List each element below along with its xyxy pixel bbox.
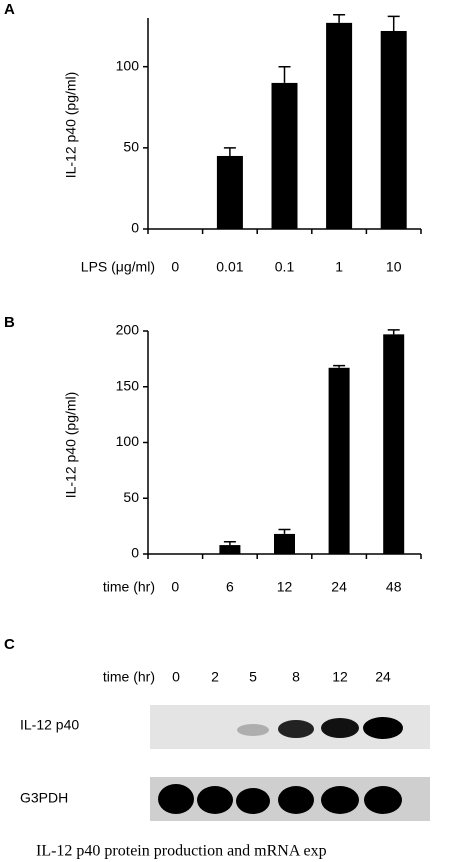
error-bar bbox=[387, 15, 400, 31]
y-tick-label: 0 bbox=[131, 220, 139, 236]
error-bar bbox=[278, 528, 291, 534]
x-tick-label: 0 bbox=[171, 579, 179, 595]
x-tick-label: 10 bbox=[386, 259, 402, 275]
lane-label: 2 bbox=[211, 669, 219, 685]
y-axis-title: IL-12 p40 (pg/ml) bbox=[63, 72, 79, 179]
error-bar bbox=[223, 540, 236, 546]
lane-label: 8 bbox=[292, 669, 300, 685]
y-tick-label: 50 bbox=[123, 489, 139, 505]
panel-label: A bbox=[4, 1, 15, 18]
x-tick-label: 1 bbox=[335, 259, 343, 275]
lane-label: 5 bbox=[249, 669, 257, 685]
y-axis-title: IL-12 p40 (pg/ml) bbox=[63, 392, 79, 499]
x-tick-label: 0.1 bbox=[275, 259, 295, 275]
error-bar bbox=[333, 364, 346, 368]
x-tick-label: 0.01 bbox=[216, 259, 243, 275]
bar bbox=[380, 30, 407, 229]
lane-label: 24 bbox=[375, 669, 391, 685]
error-bar bbox=[333, 14, 346, 23]
y-tick-label: 200 bbox=[116, 322, 140, 338]
x-tick-label: 24 bbox=[331, 579, 347, 595]
blot-row-label: IL-12 p40 bbox=[20, 717, 79, 733]
y-tick-label: 50 bbox=[123, 139, 139, 155]
bar bbox=[274, 533, 295, 554]
x-tick-label: 12 bbox=[277, 579, 293, 595]
x-axis-title: LPS (μg/ml) bbox=[81, 259, 155, 275]
blot-row-label: G3PDH bbox=[20, 790, 68, 806]
y-tick-label: 100 bbox=[116, 57, 140, 73]
bar bbox=[326, 22, 353, 229]
panel-label: B bbox=[4, 314, 15, 331]
y-tick-label: 0 bbox=[131, 545, 139, 561]
bar bbox=[216, 155, 243, 229]
error-bar bbox=[387, 329, 400, 335]
blot-x-title: time (hr) bbox=[103, 669, 155, 685]
lane-label: 0 bbox=[172, 669, 180, 685]
bar bbox=[271, 82, 298, 229]
y-tick-label: 100 bbox=[116, 433, 140, 449]
y-tick-label: 150 bbox=[116, 377, 140, 393]
error-bar bbox=[278, 65, 291, 83]
x-axis-title: time (hr) bbox=[103, 579, 155, 595]
x-tick-label: 6 bbox=[226, 579, 234, 595]
error-bar bbox=[223, 147, 236, 156]
bar bbox=[383, 334, 405, 554]
blot-image bbox=[150, 705, 430, 821]
bar bbox=[328, 367, 350, 554]
x-tick-label: 0 bbox=[171, 259, 179, 275]
x-tick-label: 48 bbox=[386, 579, 402, 595]
bar bbox=[219, 545, 241, 554]
lane-label: 12 bbox=[332, 669, 348, 685]
caption: IL-12 p40 protein production and mRNA ex… bbox=[36, 843, 327, 860]
panel-label: C bbox=[4, 636, 15, 653]
